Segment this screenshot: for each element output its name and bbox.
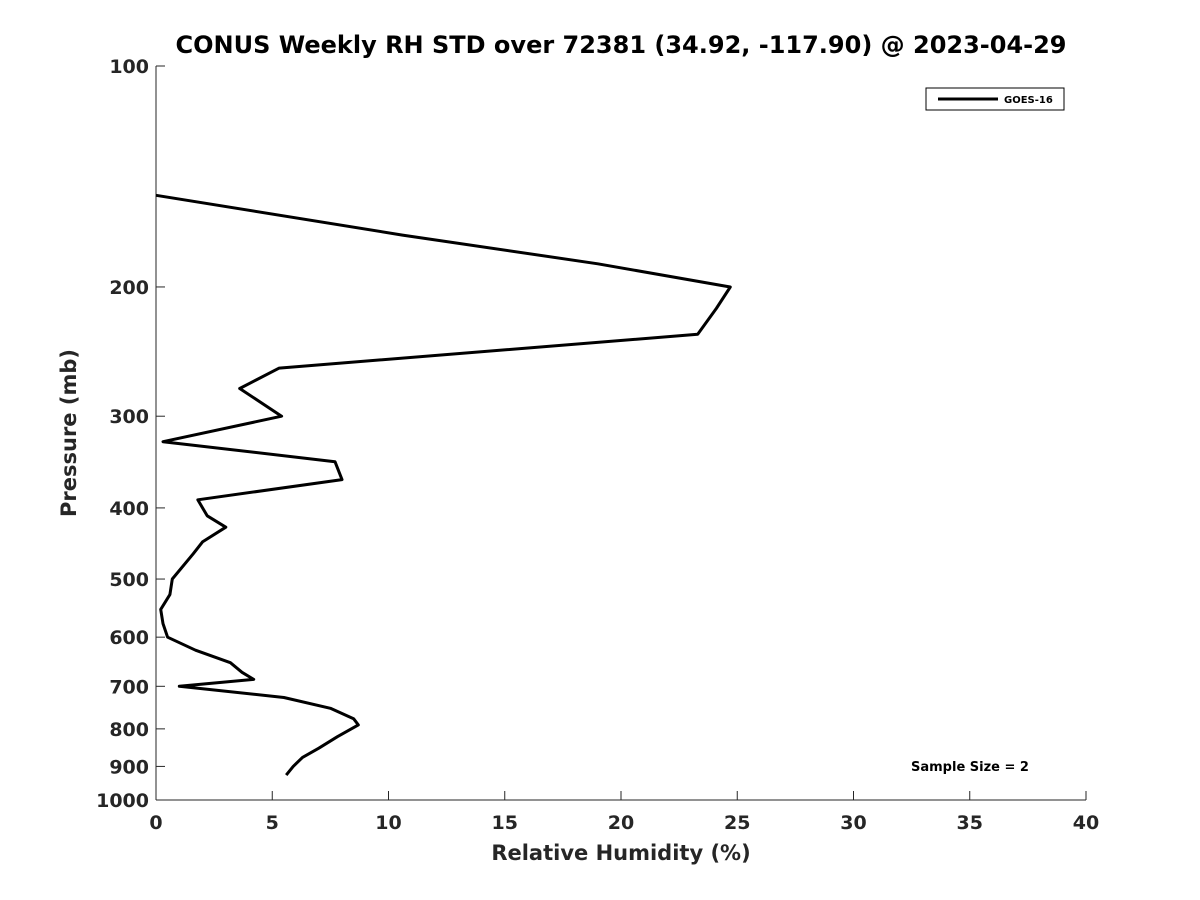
x-tick-label: 5	[266, 812, 279, 834]
x-tick-label: 30	[840, 812, 866, 834]
series-line-goes-16	[155, 193, 732, 777]
sample-size-annotation: Sample Size = 2	[911, 760, 1029, 775]
legend-label-goes-16: GOES-16	[1004, 95, 1053, 106]
y-tick-label: 1000	[96, 790, 149, 812]
y-axis-label: Pressure (mb)	[57, 349, 81, 517]
x-tick-label: 10	[375, 812, 401, 834]
x-tick-label: 20	[608, 812, 634, 834]
x-tick-label: 40	[1073, 812, 1099, 834]
y-tick-label: 500	[109, 569, 149, 591]
plot-area: 0 5 10 15 20 25 30 35 40 100 200 300 400 500 600 700 80…	[96, 56, 1099, 834]
x-tick-label: 15	[492, 812, 518, 834]
x-axis-ticks: 0 5 10 15 20 25 30 35 40	[149, 791, 1099, 834]
x-tick-label: 0	[149, 812, 162, 834]
y-tick-label: 200	[109, 277, 149, 299]
legend: GOES-16	[925, 87, 1065, 111]
x-tick-label: 25	[724, 812, 750, 834]
y-tick-label: 800	[109, 719, 149, 741]
chart-title: CONUS Weekly RH STD over 72381 (34.92, -…	[175, 31, 1066, 59]
x-axis-label: Relative Humidity (%)	[491, 841, 750, 865]
y-axis-ticks: 100 200 300 400 500 600 700 800 900 1000	[96, 56, 165, 812]
y-tick-label: 600	[109, 627, 149, 649]
y-tick-label: 100	[109, 56, 149, 78]
y-tick-label: 300	[109, 406, 149, 428]
x-tick-label: 35	[957, 812, 983, 834]
y-tick-label: 400	[109, 498, 149, 520]
y-tick-label: 700	[109, 676, 149, 698]
y-tick-label: 900	[109, 756, 149, 778]
